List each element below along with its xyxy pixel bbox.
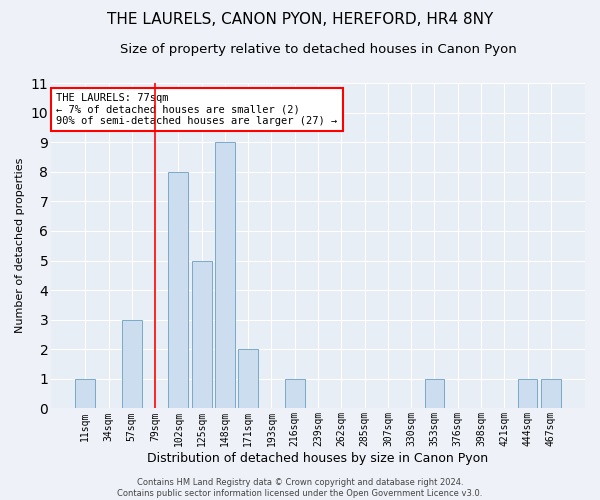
Bar — [518, 379, 538, 408]
Bar — [541, 379, 561, 408]
Bar — [238, 350, 258, 408]
Text: Contains HM Land Registry data © Crown copyright and database right 2024.
Contai: Contains HM Land Registry data © Crown c… — [118, 478, 482, 498]
Title: Size of property relative to detached houses in Canon Pyon: Size of property relative to detached ho… — [119, 42, 517, 56]
Text: THE LAURELS, CANON PYON, HEREFORD, HR4 8NY: THE LAURELS, CANON PYON, HEREFORD, HR4 8… — [107, 12, 493, 28]
Bar — [169, 172, 188, 408]
Bar — [192, 260, 212, 408]
Bar — [215, 142, 235, 408]
Bar — [122, 320, 142, 408]
Y-axis label: Number of detached properties: Number of detached properties — [15, 158, 25, 334]
X-axis label: Distribution of detached houses by size in Canon Pyon: Distribution of detached houses by size … — [148, 452, 488, 465]
Bar — [76, 379, 95, 408]
Text: THE LAURELS: 77sqm
← 7% of detached houses are smaller (2)
90% of semi-detached : THE LAURELS: 77sqm ← 7% of detached hous… — [56, 93, 338, 126]
Bar — [425, 379, 445, 408]
Bar — [285, 379, 305, 408]
